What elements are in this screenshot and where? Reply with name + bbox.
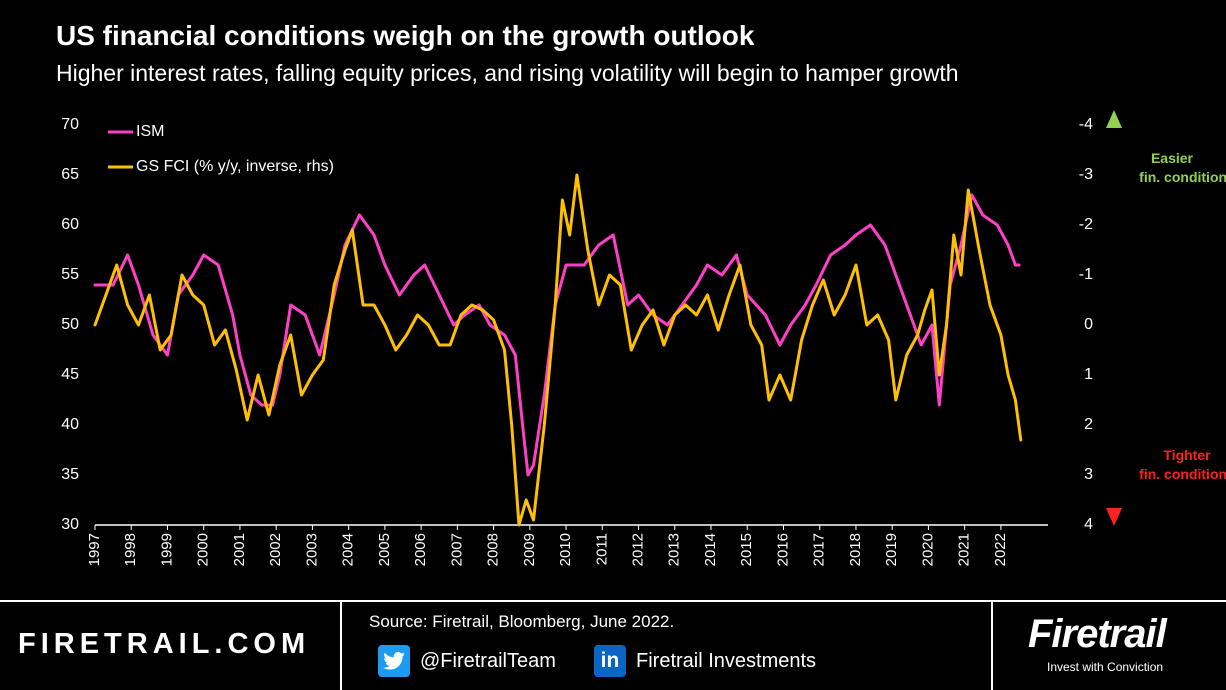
y-left-tick-label: 40	[61, 416, 79, 433]
y-left-tick-label: 60	[61, 216, 79, 233]
x-tick-label: 2019	[883, 533, 900, 566]
x-tick-label: 2002	[267, 533, 284, 566]
tighter-label-line1: Tighter	[1163, 447, 1211, 463]
linkedin-link[interactable]: in Firetrail Investments	[594, 645, 816, 677]
y-right-tick-label: 1	[1084, 366, 1093, 383]
gs-fci-series-line	[93, 173, 1023, 527]
chart: 1997 1998 1999 2000 2001 2002 2003 2004 2005 2006…	[61, 110, 1226, 566]
linkedin-name: Firetrail Investments	[636, 649, 817, 672]
linkedin-icon: in	[594, 645, 626, 677]
x-tick-label: 2018	[847, 533, 864, 566]
y-right-tick-label: -2	[1079, 216, 1093, 233]
y-left-tick-label: 45	[61, 366, 79, 383]
direction-arrow	[1106, 110, 1122, 526]
x-tick-label: 2010	[557, 533, 574, 566]
x-tick-label: 2014	[702, 533, 719, 566]
x-tick-label: 2021	[956, 533, 973, 566]
x-tick-label: 2000	[195, 533, 212, 566]
x-tick-label: 2009	[521, 533, 538, 566]
x-tick-label: 2017	[811, 533, 828, 566]
legend-label: ISM	[136, 123, 164, 140]
brand-tagline: Invest with Conviction	[1047, 660, 1164, 674]
x-tick-label: 2003	[303, 533, 320, 566]
tighter-label-line2: fin. conditions	[1139, 466, 1226, 482]
website-link[interactable]: FIRETRAIL.COM	[18, 628, 311, 660]
y-left-tick-label: 30	[61, 516, 79, 533]
chart-subtitle: Higher interest rates, falling equity pr…	[56, 60, 959, 86]
y-left-tick-label: 50	[61, 316, 79, 333]
y-left-tick-label: 70	[61, 116, 79, 133]
x-tick-label: 2008	[485, 533, 502, 566]
chart-title: US financial conditions weigh on the gro…	[56, 20, 755, 51]
y-right-tick-label: 3	[1084, 466, 1093, 483]
brand-logo: Firetrail	[1028, 612, 1167, 656]
ism-series-line	[93, 193, 1021, 477]
x-tick-label: 2011	[593, 533, 610, 565]
twitter-handle: @FiretrailTeam	[420, 649, 556, 672]
x-tick-label: 2015	[738, 533, 755, 566]
y-right-tick-label: 0	[1084, 316, 1093, 333]
y-right-tick-label: -4	[1079, 116, 1093, 133]
x-tick-label: 2013	[666, 533, 683, 566]
y-right-tick-label: -3	[1079, 166, 1093, 183]
x-tick-label: 2001	[231, 533, 248, 566]
y-right-tick-label: 2	[1084, 416, 1093, 433]
x-tick-label: 1997	[86, 533, 103, 566]
footer-separator-left	[340, 602, 342, 690]
x-tick-label: 2020	[919, 533, 936, 566]
x-tick-label: 1999	[158, 533, 175, 566]
source-note: Source: Firetrail, Bloomberg, June 2022.	[369, 612, 675, 631]
y-right-tick-label: -1	[1079, 266, 1093, 283]
footer-separator-right	[991, 602, 993, 690]
x-tick-label: 2004	[340, 533, 357, 566]
easier-label-line1: Easier	[1151, 150, 1194, 166]
x-tick-label: 1998	[122, 533, 139, 566]
easier-label-line2: fin. conditions	[1139, 169, 1226, 185]
x-tick-label: 2005	[376, 533, 393, 566]
legend-label: GS FCI (% y/y, inverse, rhs)	[136, 158, 334, 175]
twitter-link[interactable]: @FiretrailTeam	[378, 645, 556, 677]
y-left-tick-label: 65	[61, 166, 79, 183]
x-tick-label: 2022	[992, 533, 1009, 566]
x-tick-label: 2007	[448, 533, 465, 566]
y-right-tick-label: 4	[1084, 516, 1093, 533]
y-left-tick-label: 55	[61, 266, 79, 283]
x-tick-label: 2006	[412, 533, 429, 566]
x-tick-label: 2012	[630, 533, 647, 566]
y-left-tick-label: 35	[61, 466, 79, 483]
x-tick-label: 2016	[774, 533, 791, 566]
footer-divider	[0, 600, 1226, 602]
twitter-icon	[378, 645, 410, 677]
